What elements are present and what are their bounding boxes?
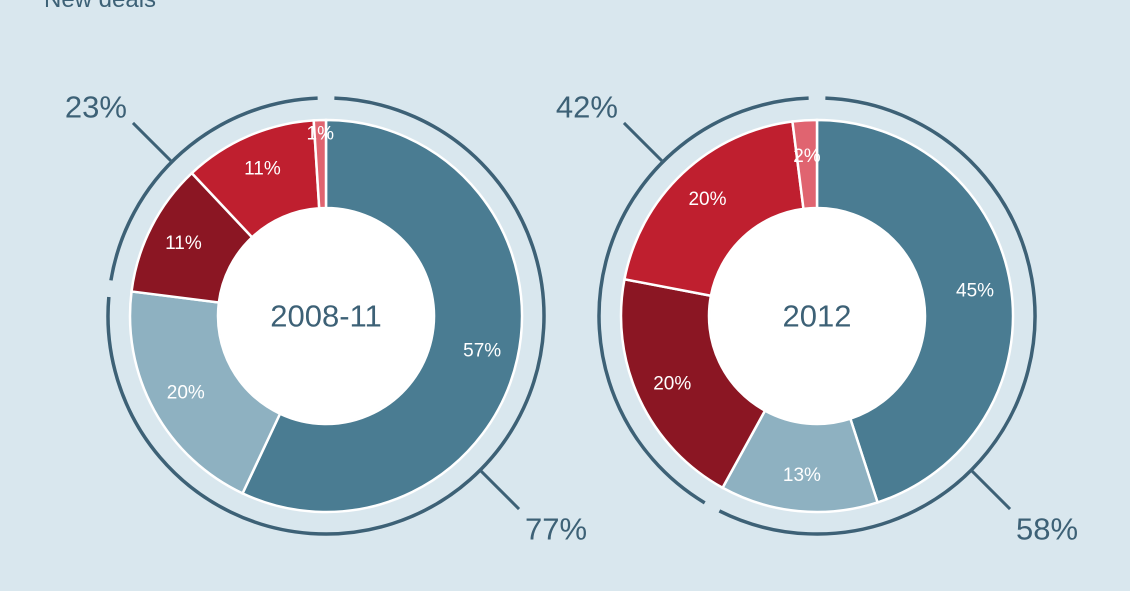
donut-0-hole [219, 209, 433, 423]
donut-1-slice-4 [791, 118, 819, 211]
donut-1-slice-label-1: 13% [783, 465, 821, 486]
donut-1-slice-label-3: 20% [688, 189, 726, 210]
donut-0-slice-label-3: 11% [244, 159, 281, 180]
donut-1-group-arc-1 [597, 96, 809, 505]
donut-1-group-arc-0 [718, 96, 1037, 536]
donut-1-slice-2 [619, 277, 767, 490]
donut-0-group-label-1: 23% [65, 89, 127, 124]
donut-0-slice-label-2: 11% [165, 233, 202, 254]
donut-chart-1: 45% 13% 20% 20% 2% 2012 58% 42% [556, 89, 1078, 546]
donut-1-group-label-0: 58% [1016, 512, 1078, 547]
donut-1-slice-3 [623, 120, 805, 298]
donut-0-slice-label-1: 20% [167, 383, 205, 404]
donut-1-group-leader-0 [970, 469, 1012, 511]
donut-0-group-leader-0 [479, 469, 521, 511]
donut-chart-0: 57% 20% 11% 11% 1% 2008-11 77% 23% [65, 89, 587, 546]
donut-1-slice-label-4: 2% [793, 146, 821, 167]
donut-0-group-label-0: 77% [525, 512, 587, 547]
donut-0-slice-label-4: 1% [307, 124, 335, 145]
donut-0-center-label: 2008-11 [270, 299, 381, 334]
donut-1-center-label: 2012 [783, 299, 852, 334]
donut-1-group-label-1: 42% [556, 89, 618, 124]
chart-title: New deals [44, 0, 156, 14]
donut-1-slice-0 [815, 118, 1015, 504]
donut-0-group-arc-0 [106, 96, 546, 536]
donut-0-slice-label-0: 57% [463, 340, 501, 361]
donut-0-group-leader-1 [131, 121, 173, 163]
donut-0-slice-4 [312, 118, 328, 210]
donut-1-group-leader-1 [622, 121, 664, 163]
donut-1-slice-label-2: 20% [653, 374, 691, 395]
donut-0-group-arc-1 [109, 96, 318, 281]
donut-1-slice-label-0: 45% [956, 280, 994, 301]
donut-0-slice-0 [240, 118, 524, 514]
donut-1-hole [710, 209, 924, 423]
donut-0-slice-1 [128, 290, 282, 496]
